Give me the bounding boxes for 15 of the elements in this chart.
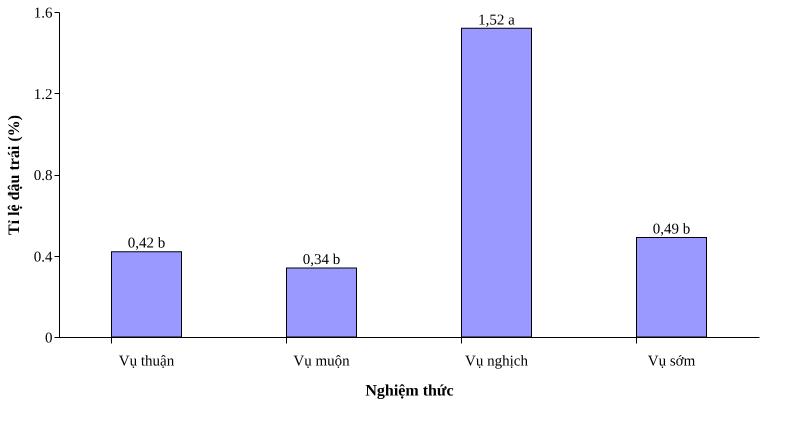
data-label: 0,42 b: [128, 236, 166, 252]
x-tick-label: Vụ muộn: [293, 354, 350, 370]
y-tick-label: 0.8: [34, 168, 52, 184]
x-tick-label: Vụ nghịch: [465, 354, 528, 370]
data-label: 0,49 b: [652, 221, 690, 238]
y-tick-label: 0.4: [34, 249, 53, 266]
y-tick-label: 0: [45, 330, 52, 346]
y-axis-title: Tỉ lệ đậu trái (%): [6, 115, 23, 235]
x-axis-title: Nghiệm thức: [365, 382, 454, 400]
x-tick-label: Vụ thuận: [118, 354, 175, 370]
data-label: 0,34 b: [302, 252, 340, 268]
y-tick-label: 1.2: [34, 86, 52, 103]
y-tick-label: 1.6: [34, 6, 53, 22]
data-label: 1,52 a: [478, 12, 516, 28]
x-tick-label: Vụ sớm: [648, 354, 696, 370]
